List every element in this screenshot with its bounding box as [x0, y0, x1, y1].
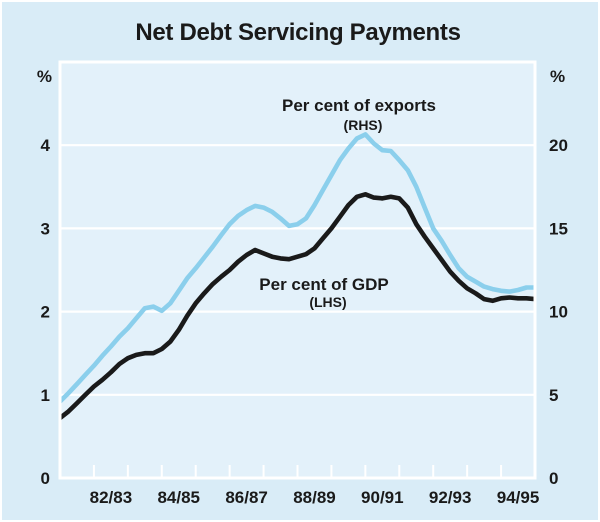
- x-tick-label: 86/87: [225, 488, 268, 507]
- exports-series-sublabel: (RHS): [344, 117, 383, 133]
- right-tick-label: 15: [549, 219, 568, 238]
- right-axis-unit: %: [550, 67, 565, 86]
- gdp-series-label: Per cent of GDP: [259, 275, 388, 294]
- exports-series-label: Per cent of exports: [282, 96, 436, 115]
- left-tick-label: 0: [41, 469, 50, 488]
- x-tick-label: 88/89: [293, 488, 336, 507]
- x-tick-label: 82/83: [90, 488, 133, 507]
- left-tick-label: 2: [41, 303, 50, 322]
- right-tick-label: 5: [549, 386, 558, 405]
- x-tick-label: 90/91: [361, 488, 404, 507]
- right-tick-label: 20: [549, 136, 568, 155]
- right-axis-labels: 20 15 10 5 0: [549, 136, 568, 488]
- plot-frame: [58, 60, 537, 480]
- gdp-series-line: [60, 192, 535, 421]
- gdp-series-sublabel: (LHS): [309, 294, 346, 310]
- left-tick-label: 3: [41, 219, 50, 238]
- x-tick-label: 84/85: [157, 488, 200, 507]
- left-axis-unit: %: [37, 67, 52, 86]
- right-tick-label: 10: [549, 303, 568, 322]
- x-tick-label: 94/95: [497, 488, 540, 507]
- plot-area: [58, 60, 537, 480]
- left-axis-labels: 4 3 2 1 0: [41, 136, 51, 488]
- left-tick-label: 4: [41, 136, 51, 155]
- x-axis-ticks: [92, 465, 503, 477]
- right-tick-label: 0: [549, 469, 558, 488]
- left-tick-label: 1: [41, 386, 50, 405]
- x-tick-label: 92/93: [429, 488, 472, 507]
- exports-series-line: [60, 132, 535, 404]
- x-axis-labels: 82/83 84/85 86/87 88/89 90/91 92/93 94/95: [90, 488, 540, 507]
- chart-title: Net Debt Servicing Payments: [135, 19, 460, 46]
